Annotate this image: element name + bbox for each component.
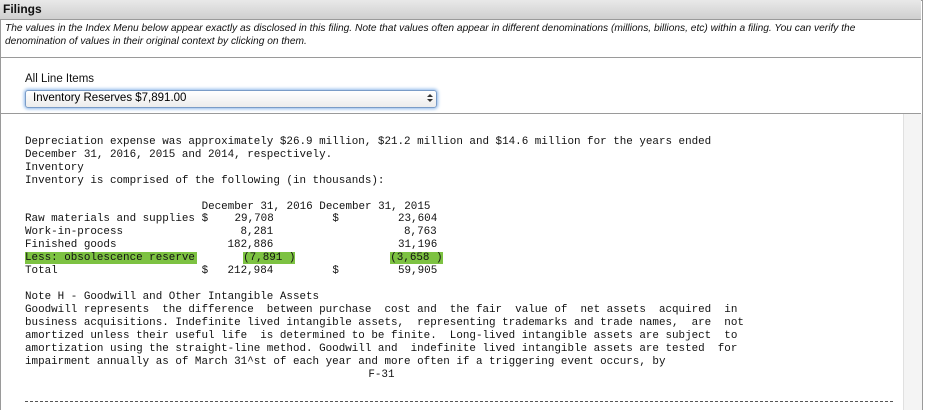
value: 59,905 — [398, 265, 438, 277]
value: 8,281 — [240, 226, 274, 238]
currency: $ — [201, 265, 209, 277]
currency: $ — [201, 213, 209, 225]
value: 212,984 — [227, 265, 274, 277]
page-break — [25, 401, 893, 402]
text-line: Inventory — [25, 162, 84, 174]
value: 182,886 — [227, 239, 274, 251]
row-label: Total — [25, 265, 58, 277]
row-label: Work-in-process — [25, 226, 124, 238]
text-line: Goodwill represents the difference betwe… — [25, 304, 738, 316]
value: (7,891 ) — [243, 252, 296, 264]
column-header: December 31, 2015 — [319, 201, 431, 213]
row-label: Less: obsolescence reserve — [25, 252, 197, 264]
line-item-select[interactable]: Inventory Reserves $7,891.00 — [25, 90, 437, 108]
header-bar: Filings — [0, 0, 921, 20]
value: 23,604 — [398, 213, 438, 225]
row-label: Finished goods — [25, 239, 117, 251]
column-header: December 31, 2016 — [201, 201, 313, 213]
divider — [0, 57, 921, 58]
note: The values in the Index Menu below appea… — [5, 23, 856, 47]
value: 29,708 — [234, 213, 274, 225]
value: 8,763 — [404, 226, 437, 238]
selected-item: Inventory Reserves $7,891.00 — [33, 92, 187, 104]
text-line: amortization using the straight-line met… — [25, 343, 738, 355]
currency: $ — [332, 265, 339, 277]
scrollbar[interactable] — [903, 114, 922, 410]
title: Filings — [3, 2, 42, 16]
text-line: Depreciation expense was approximately $… — [25, 136, 712, 148]
currency: $ — [332, 213, 339, 225]
text-line: Note H - Goodwill and Other Intangible A… — [25, 291, 320, 303]
text-line: amortized unless their useful life is de… — [25, 330, 738, 342]
text-line: Inventory is comprised of the following … — [25, 175, 385, 187]
row-label: Raw materials and supplies — [25, 213, 195, 225]
text-line: December 31, 2016, 2015 and 2014, respec… — [25, 149, 333, 161]
value: (3,658 ) — [390, 252, 443, 264]
divider — [0, 113, 921, 114]
value: 31,196 — [398, 239, 438, 251]
text-line: business acquisitions. Indefinite lived … — [25, 317, 744, 329]
text-line: impairment annually as of March 31^st of… — [25, 356, 666, 368]
selector-label: All Line Items — [25, 73, 95, 85]
page-number: F-31 — [368, 369, 395, 381]
